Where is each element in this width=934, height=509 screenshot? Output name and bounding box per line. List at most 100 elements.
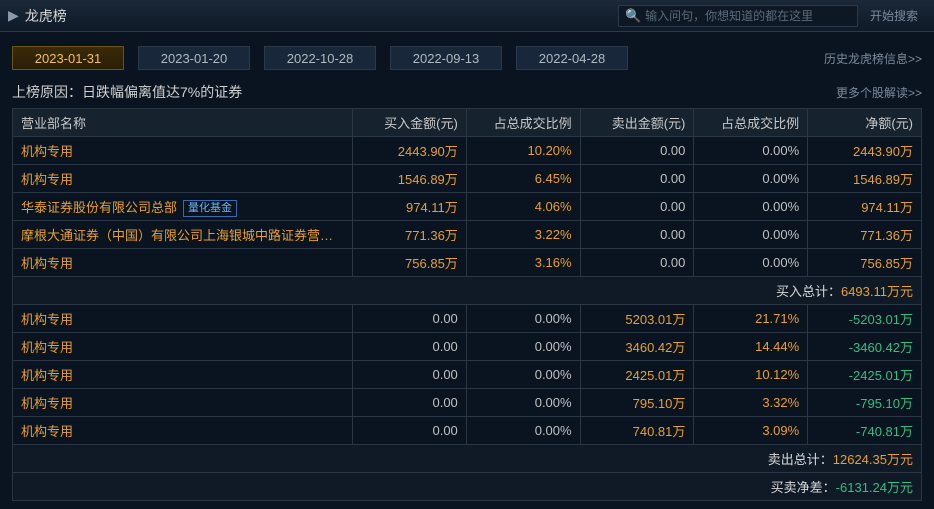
cell-value: 756.85万 [808,249,922,277]
column-header: 营业部名称 [13,109,353,137]
cell-value: 0.00 [580,165,694,193]
cell-value: -3460.42万 [808,333,922,361]
date-tab[interactable]: 2023-01-31 [12,46,124,70]
net-total-row: 买卖净差：-6131.24万元 [13,473,922,501]
dept-name[interactable]: 机构专用 [13,417,353,445]
cell-value: 0.00% [694,249,808,277]
table-row: 机构专用0.000.00%3460.42万14.44%-3460.42万 [13,333,922,361]
cell-value: 974.11万 [808,193,922,221]
cell-value: 0.00% [466,305,580,333]
dept-name[interactable]: 机构专用 [13,305,353,333]
dept-name[interactable]: 机构专用 [13,389,353,417]
cell-value: 3.16% [466,249,580,277]
cell-value: 2425.01万 [580,361,694,389]
cell-value: 3460.42万 [580,333,694,361]
cell-value: 0.00 [353,305,467,333]
cell-value: 10.20% [466,137,580,165]
table-row: 机构专用2443.90万10.20%0.000.00%2443.90万 [13,137,922,165]
date-tabs: 2023-01-31 2023-01-20 2022-10-28 2022-09-13… [12,46,922,70]
search-icon: 🔍 [625,8,641,24]
column-header: 买入金额(元) [353,109,467,137]
net-total-value: -6131.24万元 [836,480,913,495]
cell-value: -2425.01万 [808,361,922,389]
net-total-label: 买卖净差： [771,480,836,495]
cell-value: -5203.01万 [808,305,922,333]
cell-value: 756.85万 [353,249,467,277]
reason-label: 上榜原因： [12,84,82,100]
chevron-right-icon: ▶ [8,7,19,24]
cell-value: 0.00% [466,389,580,417]
cell-value: 0.00% [466,361,580,389]
dept-name[interactable]: 机构专用 [13,137,353,165]
cell-value: 771.36万 [808,221,922,249]
cell-value: 6.45% [466,165,580,193]
app-header: ▶ 龙虎榜 🔍 开始搜索 [0,0,934,32]
cell-value: 3.09% [694,417,808,445]
cell-value: 2443.90万 [353,137,467,165]
cell-value: 14.44% [694,333,808,361]
cell-value: 3.32% [694,389,808,417]
sell-total-row: 卖出总计：12624.35万元 [13,445,922,473]
cell-value: 1546.89万 [808,165,922,193]
cell-value: 795.10万 [580,389,694,417]
sell-total-value: 12624.35万元 [833,452,913,467]
date-tab[interactable]: 2023-01-20 [138,46,250,70]
buy-total-row: 买入总计：6493.11万元 [13,277,922,305]
cell-value: 771.36万 [353,221,467,249]
table-row: 机构专用0.000.00%795.10万3.32%-795.10万 [13,389,922,417]
more-link[interactable]: 更多个股解读>> [836,84,922,101]
search-box[interactable]: 🔍 [618,5,858,27]
sell-total-label: 卖出总计： [768,452,833,467]
table-row: 机构专用0.000.00%2425.01万10.12%-2425.01万 [13,361,922,389]
column-header: 占总成交比例 [466,109,580,137]
dept-name[interactable]: 机构专用 [13,249,353,277]
table-row: 机构专用0.000.00%5203.01万21.71%-5203.01万 [13,305,922,333]
table-row: 机构专用1546.89万6.45%0.000.00%1546.89万 [13,165,922,193]
reason-text: 日跌幅偏离值达7%的证券 [82,84,242,100]
column-header: 占总成交比例 [694,109,808,137]
table-row: 摩根大通证券（中国）有限公司上海银城中路证券营业部771.36万3.22%0.0… [13,221,922,249]
table-row: 机构专用756.85万3.16%0.000.00%756.85万 [13,249,922,277]
cell-value: 0.00 [580,193,694,221]
cell-value: 2443.90万 [808,137,922,165]
dept-name[interactable]: 华泰证券股份有限公司总部量化基金 [13,193,353,221]
cell-value: 0.00 [580,221,694,249]
cell-value: 0.00% [694,137,808,165]
date-tab[interactable]: 2022-04-28 [516,46,628,70]
dept-name[interactable]: 机构专用 [13,333,353,361]
column-header: 净额(元) [808,109,922,137]
cell-value: 21.71% [694,305,808,333]
page-title: 龙虎榜 [25,6,67,26]
cell-value: 1546.89万 [353,165,467,193]
cell-value: 0.00 [353,417,467,445]
buy-total-label: 买入总计： [776,284,841,299]
fund-badge: 量化基金 [183,200,237,217]
history-link[interactable]: 历史龙虎榜信息>> [824,50,922,67]
cell-value: 0.00 [353,389,467,417]
cell-value: 974.11万 [353,193,467,221]
dept-name[interactable]: 机构专用 [13,361,353,389]
table-row: 华泰证券股份有限公司总部量化基金974.11万4.06%0.000.00%974… [13,193,922,221]
cell-value: 0.00% [694,165,808,193]
cell-value: -795.10万 [808,389,922,417]
search-input[interactable] [645,9,851,23]
cell-value: 0.00 [580,249,694,277]
dept-name[interactable]: 摩根大通证券（中国）有限公司上海银城中路证券营业部 [13,221,353,249]
table-row: 机构专用0.000.00%740.81万3.09%-740.81万 [13,417,922,445]
date-tab[interactable]: 2022-09-13 [390,46,502,70]
cell-value: 0.00% [466,333,580,361]
cell-value: 0.00 [580,137,694,165]
table-header-row: 营业部名称买入金额(元)占总成交比例卖出金额(元)占总成交比例净额(元) [13,109,922,137]
column-header: 卖出金额(元) [580,109,694,137]
date-tab[interactable]: 2022-10-28 [264,46,376,70]
cell-value: 0.00% [466,417,580,445]
dept-name[interactable]: 机构专用 [13,165,353,193]
cell-value: 0.00% [694,193,808,221]
cell-value: 0.00 [353,333,467,361]
longhu-table: 营业部名称买入金额(元)占总成交比例卖出金额(元)占总成交比例净额(元) 机构专… [12,108,922,501]
search-button[interactable]: 开始搜索 [870,7,918,24]
buy-total-value: 6493.11万元 [841,284,913,299]
cell-value: 3.22% [466,221,580,249]
reason-row: 上榜原因：日跌幅偏离值达7%的证券 更多个股解读>> [12,82,922,102]
cell-value: 10.12% [694,361,808,389]
